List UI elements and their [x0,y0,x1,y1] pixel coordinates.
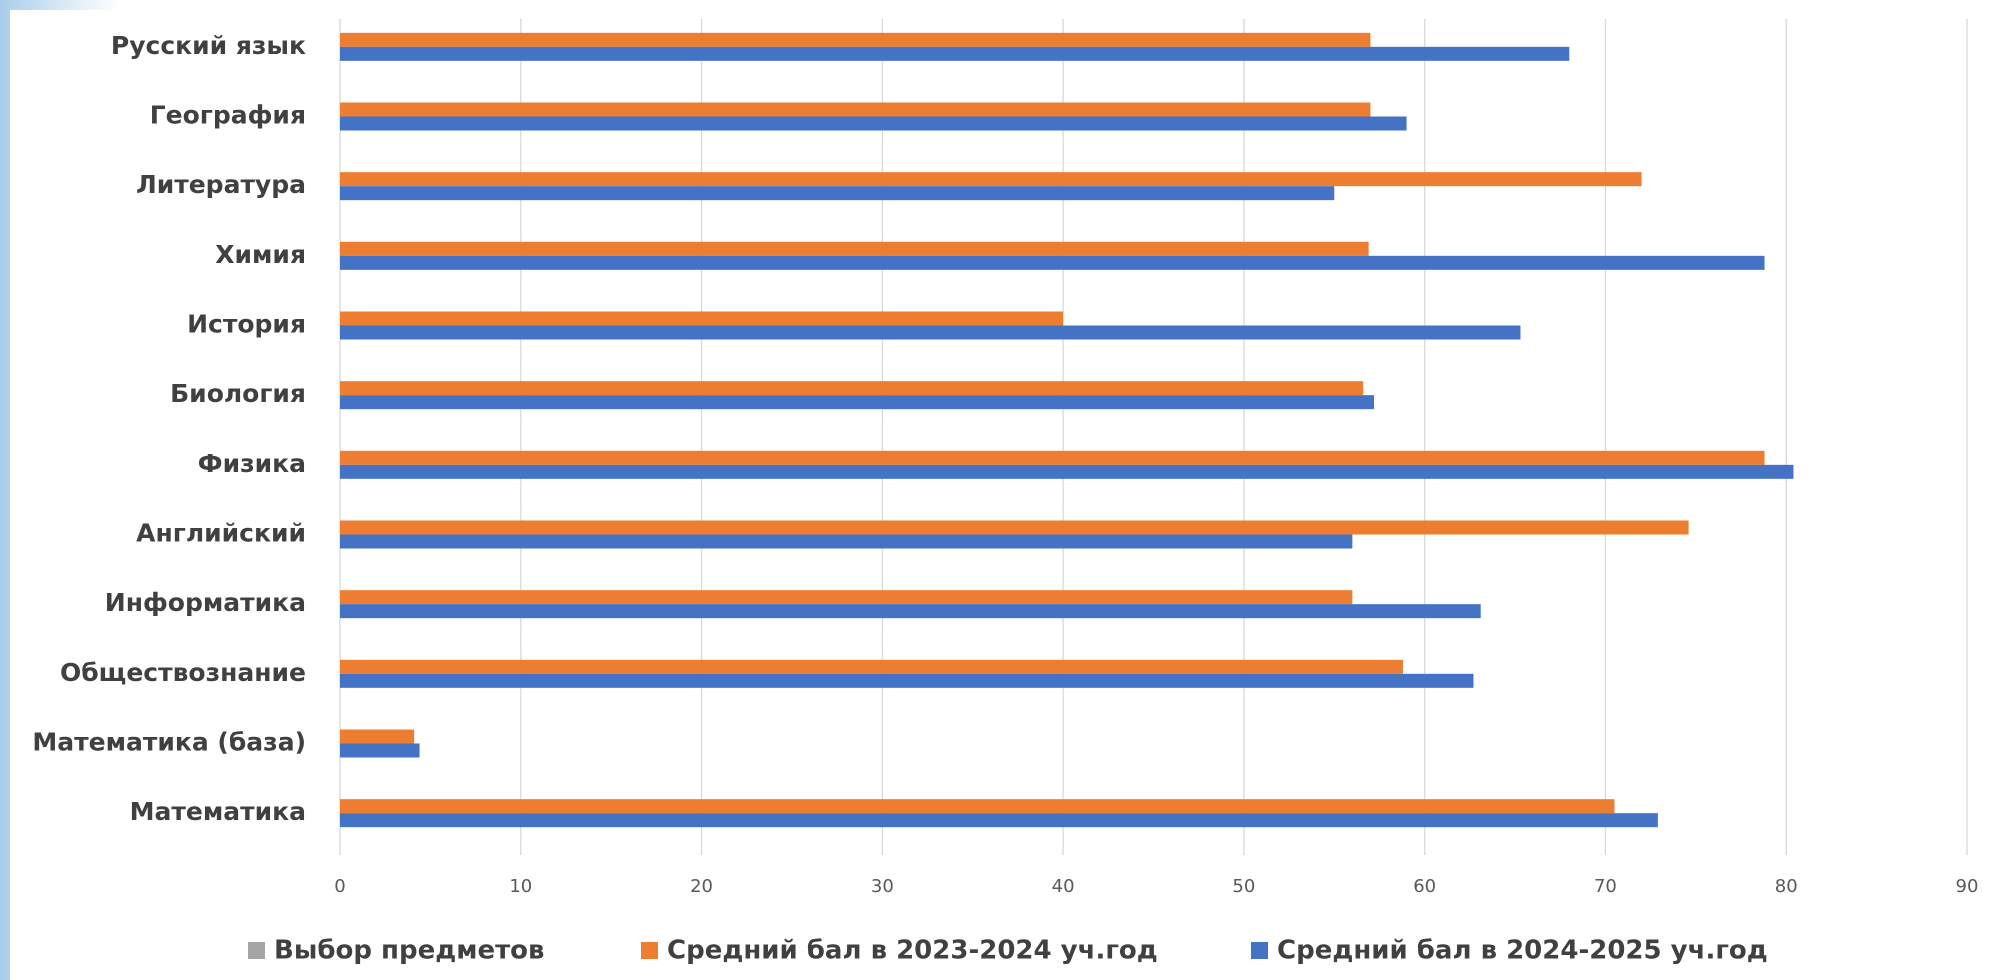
x-tick-label: 20 [690,876,713,897]
x-tick-label: 60 [1413,876,1436,897]
bar [340,450,1765,465]
legend-label: Средний бал в 2023-2024 уч.год [667,936,1158,966]
bar [340,32,1371,47]
bar [340,325,1521,340]
bar [340,729,415,744]
bar [340,102,1371,117]
bar [340,590,1353,605]
bar [340,241,1369,256]
x-tick-label: 70 [1594,876,1617,897]
bar [340,172,1642,187]
legend-label: Выбор предметов [274,936,545,966]
y-tick-label: Информатика [105,588,306,617]
x-tick-label: 30 [871,876,894,897]
legend-swatch [1251,942,1268,959]
y-tick-label: Русский язык [111,31,306,60]
bar [340,743,420,758]
bar [340,464,1794,479]
bar [340,534,1353,549]
y-tick-label: Обществознание [60,658,306,687]
y-tick-label: Химия [215,240,306,269]
bar [340,659,1403,674]
bar [340,311,1064,326]
bar [340,799,1615,814]
bar [340,520,1689,535]
y-tick-label: Математика (база) [32,728,306,757]
plot-panel [10,10,1991,980]
x-tick-label: 50 [1232,876,1255,897]
y-tick-label: География [150,101,306,130]
x-tick-label: 90 [1956,876,1979,897]
y-tick-label: Литература [136,170,306,199]
legend-swatch [641,942,658,959]
x-tick-label: 10 [509,876,532,897]
bar [340,813,1658,828]
bar [340,381,1364,396]
legend-label: Средний бал в 2024-2025 уч.год [1277,936,1768,966]
bar [340,395,1375,410]
bar [340,255,1765,270]
bar [340,116,1407,131]
y-tick-label: Физика [198,449,306,478]
x-tick-label: 80 [1775,876,1798,897]
x-tick-label: 0 [334,876,345,897]
bar [340,186,1335,201]
bar [340,46,1570,61]
y-tick-label: Математика [130,797,306,826]
legend-swatch [248,942,265,959]
x-tick-label: 40 [1052,876,1075,897]
bar [340,604,1481,619]
bar [340,673,1474,688]
y-tick-label: Английский [136,519,306,548]
y-tick-label: История [187,310,306,339]
y-tick-label: Биология [170,379,306,408]
